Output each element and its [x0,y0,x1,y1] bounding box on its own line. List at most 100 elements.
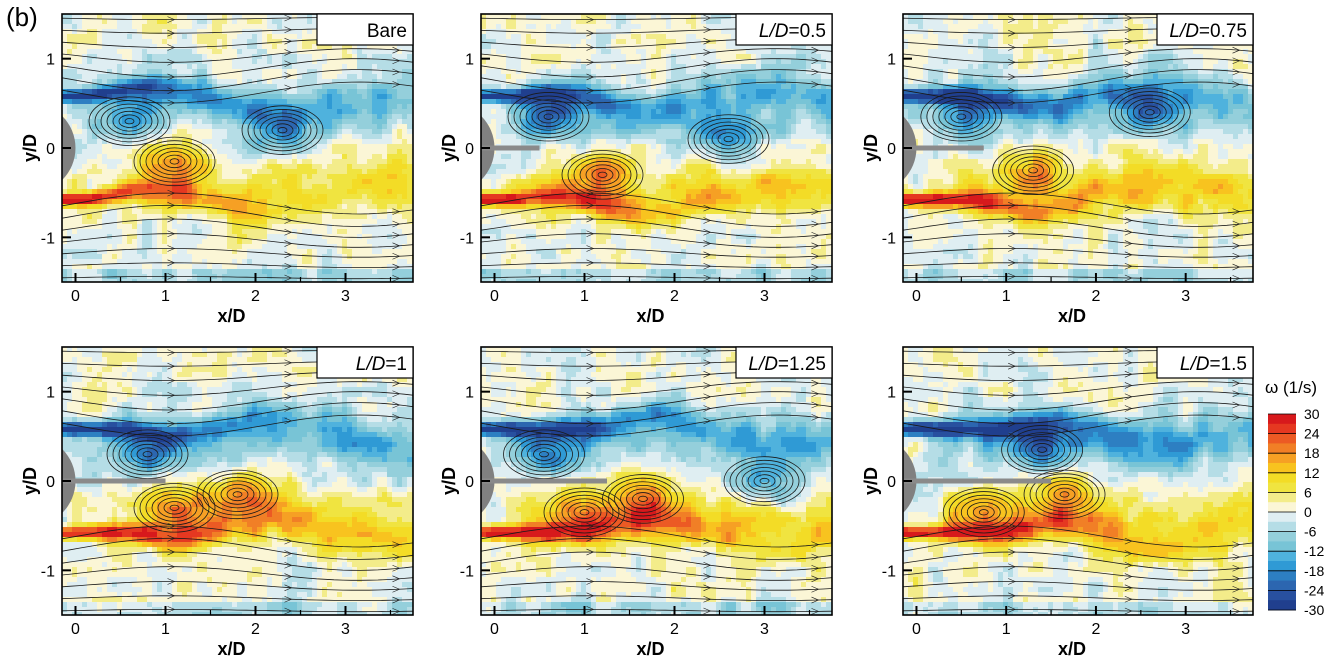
streamline-arrow [1232,68,1241,76]
streamline-arrow [703,359,712,367]
streamline-arrow [284,359,293,367]
vortex-streamline [614,481,672,517]
vortex-streamline [226,487,249,502]
streamline [62,581,413,591]
streamline-arrow [167,362,176,370]
vortex-streamline [118,436,177,472]
case-label: L/D=0.5 [759,21,826,42]
vortex-streamline [100,103,159,139]
streamline-arrow [703,584,712,592]
vortex-streamline [1108,87,1191,137]
streamline-arrow [1124,561,1133,569]
streamline-arrow [703,537,712,545]
streamline-arrow [586,44,595,51]
streamline-arrow [586,349,595,356]
streamline-arrow [586,245,595,252]
vortex-streamline [220,484,255,505]
streamline-arrow [1008,406,1016,414]
colorbar-swatch [1268,521,1296,532]
case-label-box [735,13,833,46]
vortex-streamline [1016,160,1051,181]
streamline [62,414,413,437]
vortex-streamline [954,494,1013,530]
streamline-arrow [392,263,401,271]
streamline-arrow [703,217,712,224]
vortex-streamline [717,132,740,146]
streamline-arrow [1008,16,1016,23]
streamline [481,248,832,258]
streamline-arrow [586,259,595,267]
vortex-streamline [1025,439,1060,461]
streamline [481,391,832,411]
streamline-arrow [1008,578,1016,585]
streamline-arrow [392,379,401,387]
splitter-plate [62,478,166,484]
streamline-arrow [811,57,820,65]
x-axis-label: x/D [636,639,664,659]
case-label: L/D=0.75 [1169,21,1247,42]
vortex-streamline [1022,163,1045,178]
vortex-streamline [139,486,210,529]
streamline-arrow [167,73,176,81]
colorbar-tick-label: 0 [1304,504,1312,520]
vortex-streamline [597,171,608,178]
colorbar-swatch [1268,561,1296,572]
streamline-arrow [1008,87,1016,94]
vortex-streamline [926,95,997,138]
vortex-streamline [124,440,171,469]
streamline-arrow [1124,251,1133,259]
streamline [481,48,832,63]
colorbar-tick-label: -30 [1304,602,1324,618]
streamline-arrow [1232,414,1241,421]
streamline [903,566,1253,581]
colorbar-swatch [1268,580,1296,591]
x-tick-label: 0 [490,288,499,305]
vortex-streamline [920,92,1003,142]
streamline-arrow [392,401,401,409]
streamline-arrow [284,72,293,79]
streamline-arrow [1008,432,1016,440]
vortex-streamline [513,95,584,138]
streamline-arrow [167,245,176,252]
vortex-streamline [265,119,300,141]
streamline-arrow [1124,550,1133,557]
streamline-arrow [1008,215,1016,223]
colorbar-swatch [1268,590,1296,601]
streamline-arrow [1008,592,1016,600]
vortex-streamline [507,92,590,142]
vortex-streamline [602,474,684,524]
vortex-streamline [1047,484,1082,505]
streamline [62,69,413,92]
vortex-streamline [537,110,560,124]
case-label: Bare [367,21,407,42]
streamline-arrow [284,240,293,247]
vortex-streamline [202,473,273,516]
streamline [903,595,1253,601]
streamline-arrow [586,73,595,81]
streamline-arrow [167,273,176,280]
streamline-arrow [703,595,712,603]
streamline [481,525,832,548]
case-label-box [1156,13,1254,46]
streamline [903,551,1253,571]
colorbar-tick-label: -18 [1304,563,1324,579]
streamline-arrow [284,262,293,270]
vortex-streamline [521,440,567,469]
streamlines [903,347,1253,615]
colorbar-tick-label: 12 [1304,465,1320,481]
vortex-streamline [543,113,554,120]
vortex-streamline [608,477,678,520]
vortex-streamline [960,498,1007,527]
streamline-arrow [703,60,712,68]
streamline-arrow [703,274,712,282]
streamline-arrow [586,99,595,107]
streamline-arrow [1232,231,1241,239]
colorbar-swatch [1268,600,1296,611]
vortex-streamline [539,451,549,458]
streamline-arrow [586,189,595,197]
streamline [481,262,832,268]
vortex-streamline [112,110,147,132]
y-tick-label: 1 [46,385,55,402]
streamline-arrow [703,262,712,270]
vortex-streamline [1132,101,1167,123]
